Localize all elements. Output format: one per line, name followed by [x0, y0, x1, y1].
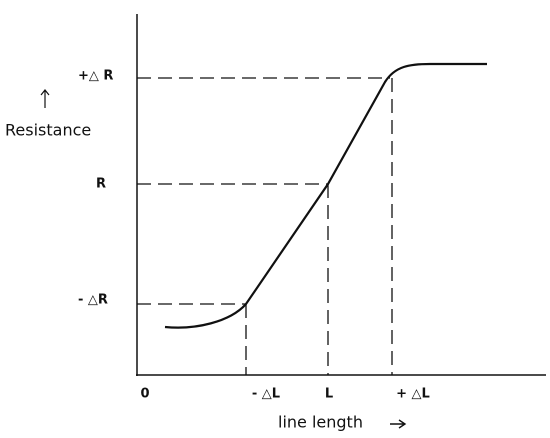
- arrow: [40, 89, 50, 108]
- x-label: + △L: [396, 387, 430, 402]
- arrow: [390, 419, 407, 429]
- x-label: - △L: [252, 387, 280, 402]
- y-label: - △R: [78, 293, 108, 308]
- curve: [164, 62, 487, 329]
- x-label: L: [325, 387, 333, 402]
- y-label: +△ R: [78, 69, 113, 84]
- x-label: 0: [140, 387, 149, 402]
- y-axis-title: Resistance: [5, 121, 91, 140]
- y-label: R: [96, 177, 106, 192]
- x-axis-title: line length: [278, 413, 363, 432]
